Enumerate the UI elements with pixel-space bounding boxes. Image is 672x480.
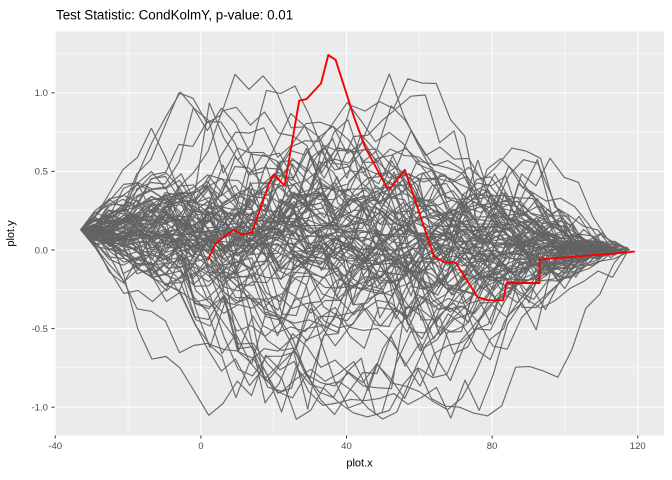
simulated-line (80, 208, 610, 289)
simulated-line (80, 127, 604, 296)
simulated-line (80, 173, 581, 282)
x-tick-label: 0 (198, 441, 203, 452)
simulated-line (80, 229, 613, 349)
simulated-line (80, 129, 627, 303)
simulated-line (80, 173, 612, 418)
x-tick-label: 120 (630, 441, 646, 452)
simulated-line (80, 229, 619, 387)
y-tick-label: -1.0 (31, 403, 48, 414)
simulated-line (80, 229, 622, 419)
x-axis-tick-labels: -40 0 40 80 120 (48, 441, 646, 452)
y-axis-title: plot.y (5, 220, 17, 247)
x-tick-label: 80 (487, 441, 498, 452)
simulated-line (80, 188, 622, 275)
simulated-line (80, 214, 617, 272)
simulated-line (80, 194, 581, 321)
x-tick-label: 40 (341, 441, 352, 452)
simulated-line (80, 147, 592, 268)
simulated-line (80, 175, 605, 272)
axis-tick-marks (51, 92, 639, 439)
simulated-line (80, 147, 590, 252)
y-tick-label: 0.5 (35, 167, 48, 178)
simulated-line (80, 205, 613, 258)
x-tick-label: -40 (48, 441, 62, 452)
simulated-line (80, 228, 590, 390)
plot-title: Test Statistic: CondKolmY, p-value: 0.01 (56, 8, 293, 23)
x-axis-title: plot.x (346, 458, 373, 470)
simulated-line (80, 85, 596, 260)
simulated-line (80, 172, 609, 287)
simulated-line (80, 217, 623, 270)
simulated-lines (80, 73, 631, 420)
y-tick-label: -0.5 (31, 324, 48, 335)
simulated-line (80, 195, 629, 417)
simulated-line (80, 140, 618, 289)
observed-line-group (207, 54, 636, 302)
simulated-line (80, 216, 618, 416)
y-tick-label: 0.0 (35, 245, 48, 256)
y-tick-label: 1.0 (35, 88, 48, 99)
simulated-line (80, 147, 613, 382)
simulated-line (80, 229, 628, 392)
simulated-line (80, 73, 614, 259)
simulated-line (80, 158, 595, 310)
y-axis-tick-labels: -1.0 -0.5 0.0 0.5 1.0 (31, 88, 48, 413)
simulated-line (80, 176, 608, 323)
simulated-line (80, 147, 603, 275)
simulated-line (80, 171, 604, 286)
observed-line (207, 54, 636, 302)
simulated-line (80, 229, 590, 342)
